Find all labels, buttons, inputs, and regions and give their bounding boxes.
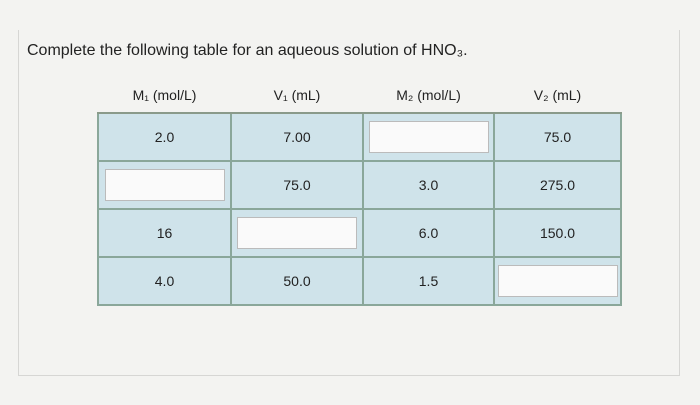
table-cell: 7.00 [230,112,364,162]
answer-input[interactable] [368,121,489,153]
table-cell: 75.0 [493,112,622,162]
table-cell [97,160,232,210]
table-cell [230,208,364,258]
column-header: M₂ (mol/L) [363,78,494,114]
answer-input[interactable] [237,217,357,249]
table-cell: 2.0 [97,112,232,162]
table-row: 4.0 50.0 1.5 [97,256,622,306]
table-row: 75.0 3.0 275.0 [97,160,622,210]
column-header: M₁ (mol/L) [98,78,231,114]
table-row: 2.0 7.00 75.0 [97,112,622,162]
answer-input[interactable] [497,265,618,297]
table-cell: 50.0 [230,256,364,306]
frame [18,30,680,376]
answer-input[interactable] [104,169,225,201]
column-header: V₂ (mL) [494,78,621,114]
table-cell: 3.0 [362,160,495,210]
data-table: M₁ (mol/L) V₁ (mL) M₂ (mol/L) V₂ (mL) 2.0 7.… [97,78,622,306]
table-cell: 1.5 [362,256,495,306]
header-row: M₁ (mol/L) V₁ (mL) M₂ (mol/L) V₂ (mL) [98,78,621,114]
table-cell: 4.0 [97,256,232,306]
column-header: V₁ (mL) [231,78,363,114]
question-title: Complete the following table for an aque… [27,42,468,59]
table-body: 2.0 7.00 75.0 75.0 3.0 275.0 16 6.0 150.0 4.0 50.0… [97,112,622,306]
table-row: 16 6.0 150.0 [97,208,622,258]
table-cell: 16 [97,208,232,258]
table-cell: 75.0 [230,160,364,210]
table-cell [362,112,495,162]
table-cell: 6.0 [362,208,495,258]
table-cell [493,256,622,306]
table-cell: 275.0 [493,160,622,210]
table-cell: 150.0 [493,208,622,258]
